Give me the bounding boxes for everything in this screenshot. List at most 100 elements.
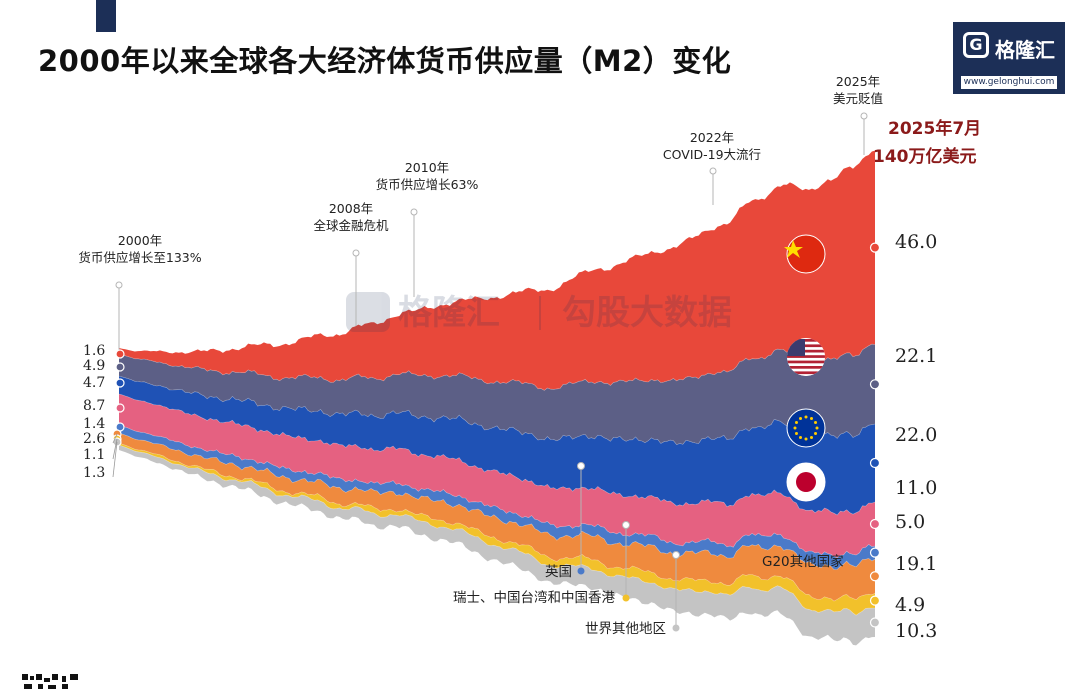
- annotation-text-2022: 2022年: [690, 130, 734, 145]
- end-dot-china: [869, 242, 881, 253]
- annotation-text-2010: 货币供应增长63%: [376, 177, 479, 192]
- series-dot-switzerland_taiwan_hk: [622, 594, 630, 602]
- top-tab-decoration: [96, 0, 116, 32]
- end-label-rest_of_world: 10.3: [895, 620, 937, 642]
- start-dot-eurozone: [115, 378, 125, 388]
- end-label-switzerland_taiwan_hk: 4.9: [895, 594, 925, 616]
- annotation-text-2008: 全球金融危机: [313, 218, 389, 233]
- stream-china: [119, 150, 875, 391]
- start-leader: [112, 441, 118, 478]
- annotation-text-2025: 美元贬值: [833, 91, 883, 106]
- eu-flag-star: [799, 436, 802, 440]
- stream-boundary: [118, 442, 876, 602]
- end-label-eurozone: 22.0: [895, 424, 937, 446]
- series-label-uk: 英国: [545, 563, 572, 580]
- logo-name: 格隆汇: [995, 38, 1055, 62]
- start-label-japan: 8.7: [83, 398, 105, 414]
- series-dot-rest_of_world: [672, 624, 680, 632]
- eu-flag-star: [814, 421, 818, 424]
- start-label-g20_other: 2.6: [83, 431, 105, 447]
- start-label-rest_of_world: 1.3: [83, 465, 105, 481]
- annotation-text-2008: 2008年: [329, 201, 373, 216]
- stream-eurozone: [119, 376, 875, 515]
- series-anchor-switzerland_taiwan_hk: [622, 521, 630, 529]
- eu-flag-star: [793, 426, 797, 430]
- annotation-dot-2008: [352, 249, 360, 257]
- eu-flag-star: [810, 416, 813, 420]
- stream-boundary: [118, 424, 876, 559]
- stream-boundary: [118, 432, 876, 570]
- eu-flag-star: [794, 421, 798, 424]
- end-dot-rest_of_world: [869, 617, 881, 628]
- china-flag-star: [784, 240, 803, 258]
- start-leader: [112, 438, 118, 460]
- end-dot-g20_other: [869, 571, 881, 582]
- logo-mark-icon: G: [963, 32, 989, 58]
- stream-layers: [118, 150, 876, 646]
- start-leader: [112, 433, 118, 444]
- end-total-value: 140万亿美元: [873, 146, 977, 167]
- annotation-text-2025: 2025年: [836, 74, 880, 89]
- end-value-labels: 46.0 22.1 22.0 11.0 5.0 19.1 4.9 10.3: [869, 231, 937, 642]
- qr-code-icon: [22, 674, 80, 691]
- eu-flag-star: [814, 432, 818, 435]
- eu-flag-star: [815, 426, 819, 430]
- annotation-text-2000: 2000年: [118, 233, 162, 248]
- series-label-g20_other: G20其他国家: [762, 553, 844, 570]
- eu-flag-star: [804, 415, 808, 419]
- series-anchor-uk: [577, 462, 585, 470]
- end-total-label: 2025年7月 140万亿美元: [873, 118, 981, 167]
- logo-url: www.gelonghui.com: [961, 76, 1057, 89]
- annotation-dot-2022: [709, 167, 717, 175]
- series-dot-uk: [577, 567, 585, 575]
- eu-flag-star: [799, 416, 802, 420]
- start-dot-usa: [115, 362, 125, 372]
- end-dot-uk: [869, 547, 881, 558]
- country-flags: [784, 234, 826, 502]
- stream-g20_other: [119, 433, 875, 602]
- end-total-date: 2025年7月: [888, 118, 981, 139]
- eu-flag-icon: [786, 408, 826, 448]
- end-label-uk: 5.0: [895, 511, 925, 533]
- page-title: 2000年以来全球各大经济体货币供应量（M2）变化: [38, 44, 732, 78]
- start-label-china: 1.6: [83, 343, 105, 359]
- series-anchor-rest_of_world: [672, 551, 680, 559]
- end-dot-japan: [869, 518, 881, 530]
- stream-usa: [119, 344, 875, 445]
- start-label-uk: 1.4: [83, 416, 105, 432]
- series-label-switzerland_taiwan_hk: 瑞士、中国台湾和中国香港: [453, 589, 615, 606]
- stream-boundary: [118, 444, 876, 616]
- end-label-japan: 11.0: [895, 477, 937, 499]
- start-label-switzerland_taiwan_hk: 1.1: [83, 447, 105, 463]
- start-dot-china: [115, 349, 125, 359]
- start-label-usa: 4.9: [83, 358, 105, 374]
- usa-flag-icon: [787, 338, 825, 376]
- watermark: 格隆汇 勾股大数据: [346, 292, 732, 333]
- end-label-china: 46.0: [895, 231, 937, 253]
- eu-flag-star: [794, 432, 798, 435]
- watermark-text: 勾股大数据: [562, 293, 732, 333]
- japan-flag-sun: [796, 472, 816, 492]
- stream-japan: [119, 394, 875, 558]
- watermark-brand: 格隆汇: [398, 293, 500, 333]
- stream-boundary: [118, 343, 876, 391]
- start-label-eurozone: 4.7: [83, 375, 105, 391]
- stream-rest_of_world: [119, 445, 875, 646]
- brand-logo: G 格隆汇 www.gelonghui.com: [953, 22, 1065, 94]
- series-label-rest_of_world: 世界其他地区: [585, 621, 666, 637]
- stream-switzerland_taiwan_hk: [119, 443, 875, 616]
- eu-flag-star: [810, 436, 813, 440]
- stream-uk: [119, 425, 875, 570]
- china-flag-icon: [786, 234, 826, 274]
- stream-boundary: [118, 375, 876, 445]
- start-value-labels: 1.64.94.7 8.7 1.42.61.1 1.3: [83, 343, 125, 481]
- end-dot-usa: [869, 379, 881, 390]
- watermark-logo-icon: [346, 292, 390, 332]
- annotation-text-2022: COVID-19大流行: [663, 147, 761, 162]
- annotation-dot-2025: [860, 112, 868, 120]
- start-dot-japan: [115, 403, 125, 413]
- end-label-usa: 22.1: [895, 345, 937, 367]
